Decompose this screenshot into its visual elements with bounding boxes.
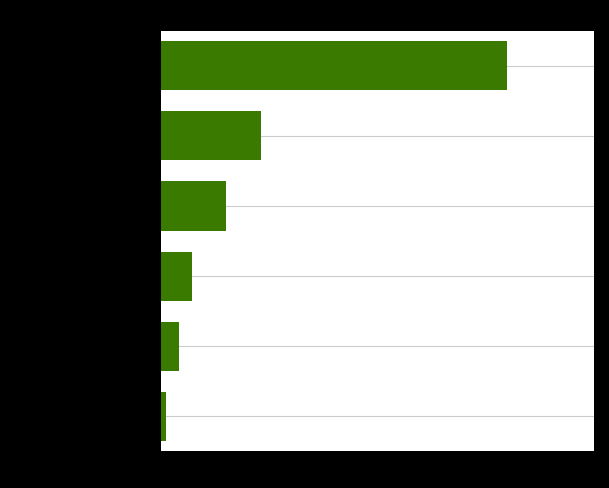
Bar (161, 252, 192, 301)
Bar (161, 42, 507, 91)
Bar (161, 392, 166, 441)
Bar (161, 112, 261, 161)
Bar (161, 322, 178, 371)
Bar (161, 182, 227, 231)
